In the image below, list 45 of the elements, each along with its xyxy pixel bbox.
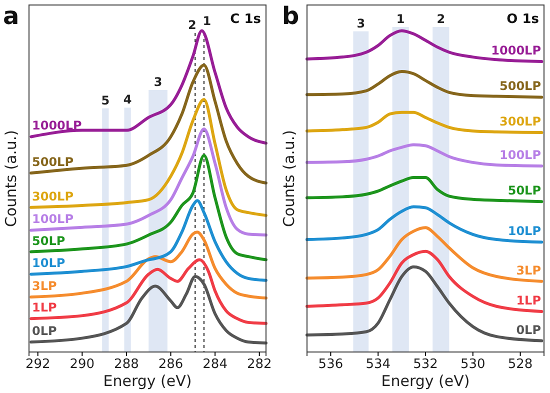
y-axis-title: Counts (a.u.) (280, 130, 298, 228)
series-label: 100LP (32, 212, 74, 226)
x-tick-label: 532 (413, 357, 438, 372)
x-tick-label: 286 (158, 357, 184, 372)
series-label: 1LP (32, 300, 57, 315)
chart-subtitle: O 1s (506, 12, 540, 27)
series-label: 300LP (500, 114, 542, 129)
series-label: 500LP (32, 155, 74, 170)
x-tick-label: 292 (25, 357, 50, 372)
annotation: 2 (188, 18, 196, 32)
series-label: 50LP (508, 184, 542, 198)
series-label: 500LP (500, 79, 542, 94)
band-label: 1 (396, 12, 405, 26)
x-tick-label: 528 (508, 357, 533, 372)
x-tick-label: 530 (460, 357, 486, 372)
chart-title: a (3, 2, 20, 30)
y-axis-title: Counts (a.u.) (2, 130, 20, 228)
series-label: 1LP (516, 294, 542, 308)
band-label: 5 (101, 93, 110, 108)
band-label: 4 (123, 92, 132, 107)
band-label: 3 (154, 74, 162, 89)
x-tick-label: 288 (114, 357, 139, 372)
x-axis-title: Energy (eV) (381, 372, 470, 390)
band-label: 3 (356, 16, 366, 30)
band-label: 2 (436, 12, 446, 26)
x-tick-label: 282 (246, 357, 272, 372)
series-label: 0LP (516, 322, 542, 337)
series-label: 50LP (32, 234, 66, 248)
x-axis-title: Energy (eV) (103, 372, 192, 390)
series-label: 3LP (32, 279, 57, 294)
text: 1 (202, 14, 212, 28)
series-label: 3LP (516, 263, 542, 278)
x-tick-label: 290 (70, 357, 95, 372)
x-tick-label: 534 (366, 357, 391, 372)
series-label: 10LP (508, 224, 542, 238)
x-tick-label: 284 (202, 357, 228, 372)
chart-title: b (282, 2, 300, 30)
series-label: 0LP (32, 324, 57, 338)
series-label: 300LP (32, 189, 74, 204)
series-label: 1000LP (491, 44, 542, 58)
series-label: 1000LP (32, 118, 82, 133)
series-label: 100LP (500, 148, 542, 162)
series-label: 10LP (32, 256, 66, 270)
x-tick-label: 536 (318, 357, 344, 372)
chart-subtitle: C 1s (230, 12, 262, 27)
